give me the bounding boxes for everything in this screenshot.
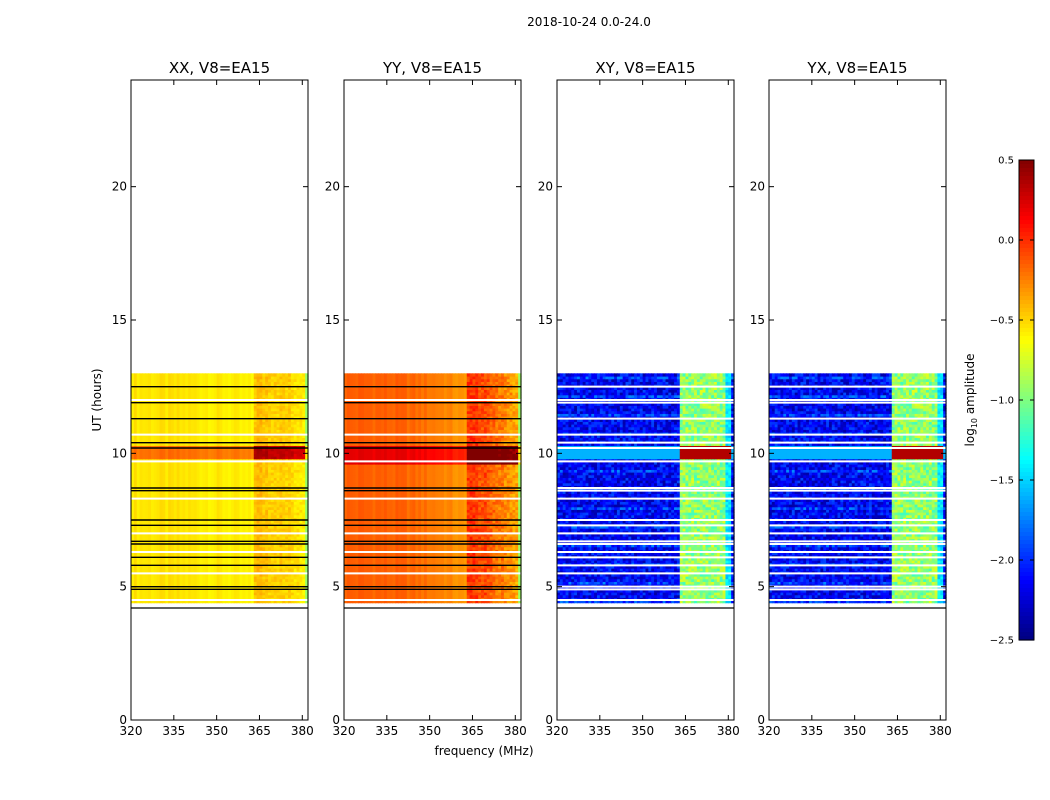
y-axis-label: UT (hours) — [90, 368, 104, 431]
figure-suptitle: 2018-10-24 0.0-24.0 — [527, 15, 651, 29]
figure: 2018-10-24 0.0-24.0 frequency (MHz) UT (… — [0, 0, 1050, 800]
x-axis-label: frequency (MHz) — [434, 744, 533, 758]
